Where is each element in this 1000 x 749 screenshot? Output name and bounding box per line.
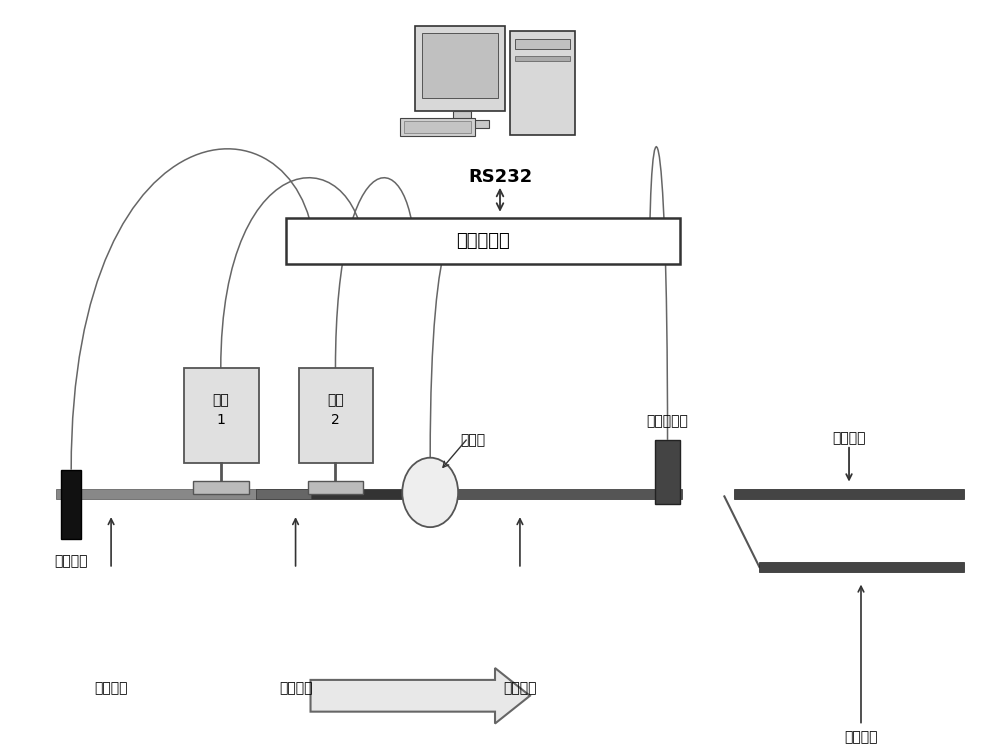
Bar — [61, 470, 81, 539]
Bar — [510, 31, 575, 136]
Bar — [453, 111, 471, 122]
Text: 收废皮带: 收废皮带 — [844, 730, 878, 745]
Bar — [299, 369, 373, 463]
Bar — [193, 481, 249, 494]
Bar — [515, 56, 570, 61]
Bar — [435, 121, 489, 128]
Text: 吹气踢废口: 吹气踢废口 — [647, 414, 688, 428]
Text: 相机
1: 相机 1 — [212, 393, 229, 427]
Text: 好品皮带: 好品皮带 — [832, 431, 866, 445]
Bar — [420, 489, 682, 500]
Bar — [400, 118, 475, 136]
Bar — [415, 26, 505, 111]
Bar — [734, 489, 964, 500]
Text: 传送皮带: 传送皮带 — [94, 681, 128, 695]
Bar — [655, 440, 680, 504]
Text: 传送皮带: 传送皮带 — [503, 681, 537, 695]
Ellipse shape — [402, 458, 458, 527]
Bar — [56, 489, 256, 500]
Bar — [256, 489, 420, 500]
Text: 编码器: 编码器 — [460, 433, 485, 447]
Bar — [404, 121, 471, 133]
Bar — [256, 489, 311, 500]
Text: 检测皮带: 检测皮带 — [279, 681, 312, 695]
Bar — [184, 369, 259, 463]
Text: 单张控制卡: 单张控制卡 — [456, 232, 509, 250]
Text: 相机
2: 相机 2 — [327, 393, 344, 427]
Bar — [308, 481, 363, 494]
Bar — [515, 39, 570, 49]
Bar — [759, 562, 964, 571]
Bar — [286, 218, 680, 264]
Bar — [422, 33, 498, 97]
PathPatch shape — [311, 668, 530, 724]
Text: 触发电眼: 触发电眼 — [54, 554, 88, 568]
Text: RS232: RS232 — [468, 168, 532, 186]
